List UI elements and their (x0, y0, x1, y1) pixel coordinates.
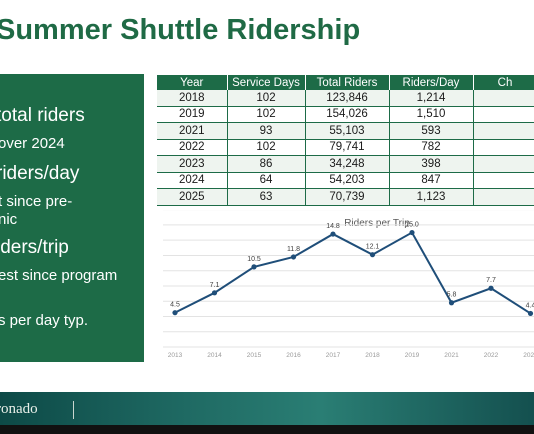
data-point (448, 300, 455, 306)
table-cell (473, 90, 534, 107)
table-cell: 79,741 (305, 139, 390, 156)
table-row: 2022 102 79,741 782 (157, 139, 534, 156)
x-tick-label: 2021 (444, 352, 459, 359)
table-header: Ch (473, 75, 534, 90)
table-row: 2021 93 55,103 593 (157, 122, 534, 140)
highlight-trips-note: s per day typ. (0, 312, 89, 329)
page-title: Summer Shuttle Ridership (0, 14, 361, 46)
table-cell: 2023 (157, 155, 228, 173)
data-label: 4.5 (170, 302, 180, 309)
table-header: Riders/Day (389, 75, 474, 90)
highlight-total-riders: total riders (0, 105, 85, 126)
table-cell: 102 (227, 90, 306, 107)
table-cell: 1,123 (389, 188, 474, 206)
highlight-riders-day-detail-1: t since pre- (0, 193, 73, 210)
table-header: Year (157, 75, 228, 90)
x-tick-label: 2017 (326, 352, 341, 359)
table-cell: 847 (389, 172, 474, 189)
series-line (174, 231, 532, 315)
data-point (409, 229, 415, 236)
table-cell: 2024 (157, 172, 228, 189)
table-cell: 70,739 (305, 188, 390, 206)
table-cell: 2018 (157, 90, 228, 107)
table-cell: 55,103 (305, 122, 390, 140)
data-point (172, 310, 178, 316)
riders-per-trip-chart: Riders per Trip 4.5 7.1 10.5 11.8 14.8 12.1 15… (163, 210, 534, 359)
table-cell: 102 (227, 139, 306, 156)
data-label: 11.8 (287, 246, 300, 253)
x-tick-label: 2015 (247, 352, 262, 359)
x-tick-label: 2019 (405, 352, 420, 359)
x-tick-label: 2016 (286, 352, 301, 359)
table-cell: 2022 (157, 139, 228, 156)
table-row: 2023 86 34,248 398 (157, 155, 534, 173)
table-cell: 102 (227, 106, 306, 123)
table-cell: 93 (227, 122, 306, 140)
x-tick-label: 2013 (168, 352, 183, 359)
table-cell (473, 188, 534, 206)
table-cell (473, 106, 534, 123)
table-row: 2018 102 123,846 1,214 (157, 90, 534, 107)
table-header: Service Days (227, 75, 306, 90)
bottom-bar (0, 425, 534, 434)
table-cell: 1,510 (389, 106, 474, 123)
data-point (527, 310, 534, 317)
table-cell: 2019 (157, 106, 228, 123)
highlight-riders-day: riders/day (0, 163, 80, 184)
table-cell: 54,203 (305, 172, 390, 189)
data-point (488, 285, 494, 291)
data-label: 5.8 (447, 292, 457, 299)
footer-divider (73, 401, 74, 419)
table-cell (473, 155, 534, 173)
x-tick-label: 2022 (484, 352, 499, 359)
table-row: 2024 64 54,203 847 (157, 172, 534, 189)
table-cell: 63 (227, 188, 306, 206)
table-header-row: Year Service Days Total Riders Riders/Da… (157, 75, 534, 90)
chart-title: Riders per Trip (344, 218, 410, 229)
x-tick-label: 2014 (207, 352, 222, 359)
data-label: 15.0 (405, 222, 419, 229)
table-cell: 398 (389, 155, 474, 173)
highlight-riders-trip-detail: est since program (0, 267, 118, 284)
table-cell: 154,026 (305, 106, 390, 123)
data-point (369, 252, 376, 258)
footer-logo: ronado (0, 401, 38, 417)
data-point (330, 231, 336, 237)
data-point (251, 264, 257, 270)
table-cell: 34,248 (305, 155, 390, 173)
table-cell: 1,214 (389, 90, 474, 107)
data-label: 4.4 (526, 302, 534, 309)
x-tick-label: 2023 (523, 352, 534, 359)
data-label: 12.1 (366, 244, 380, 251)
table-cell: 2025 (157, 188, 228, 206)
table-cell (473, 139, 534, 156)
data-label: 7.1 (210, 282, 220, 289)
highlight-riders-trip: iders/trip (0, 237, 69, 258)
table-row: 2025 63 70,739 1,123 (157, 188, 534, 206)
highlights-panel: total riders over 2024 riders/day t sinc… (0, 74, 144, 362)
data-label: 7.7 (486, 277, 496, 284)
ridership-table: Year Service Days Total Riders Riders/Da… (157, 75, 534, 206)
table-cell: 123,846 (305, 90, 390, 107)
table-cell: 593 (389, 122, 474, 140)
x-tick-label: 2018 (365, 352, 380, 359)
table-cell (473, 122, 534, 140)
table-cell: 782 (389, 139, 474, 156)
data-point (290, 254, 297, 260)
highlight-total-riders-detail: over 2024 (0, 135, 65, 152)
data-point (211, 290, 218, 296)
table-cell: 64 (227, 172, 306, 189)
highlight-riders-day-detail-2: nic (0, 211, 18, 228)
table-cell: 86 (227, 155, 306, 173)
table-cell (473, 172, 534, 189)
table-cell: 2021 (157, 122, 228, 140)
data-label: 14.8 (326, 223, 340, 230)
table-header: Total Riders (305, 75, 390, 90)
table-row: 2019 102 154,026 1,510 (157, 106, 534, 123)
data-label: 10.5 (247, 256, 261, 263)
